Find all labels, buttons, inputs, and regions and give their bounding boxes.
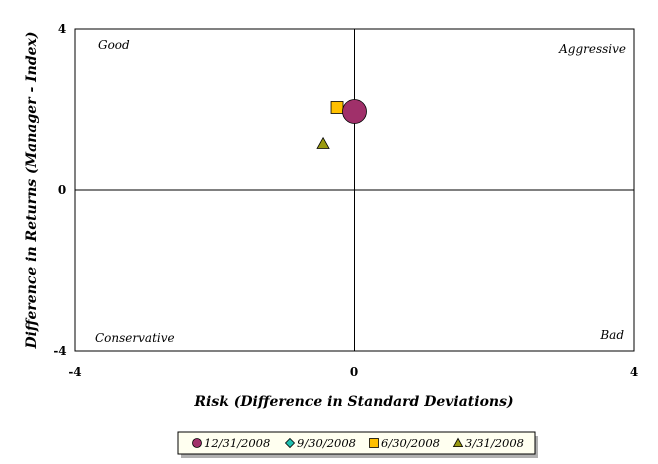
data-markers — [316, 99, 367, 149]
legend-symbol-square — [369, 438, 379, 448]
legend-box — [177, 431, 536, 455]
x-tick-right: 4 — [630, 365, 638, 379]
quadrant-label-conservative: Conservative — [95, 331, 175, 345]
x-tick-left: -4 — [68, 365, 81, 379]
y-tick-mid: 0 — [58, 183, 66, 197]
legend-symbol-circle — [192, 438, 202, 448]
legend-item-9-30-2008: 9/30/2008 — [284, 436, 356, 450]
quadrant-label-bad: Bad — [599, 328, 624, 342]
x-axis-title: Risk (Difference in Standard Deviations) — [193, 394, 513, 410]
legend-items: 12/31/2008 9/30/2008 6/30/2008 3/31/2008 — [192, 436, 524, 450]
y-tick-top: 4 — [58, 22, 66, 36]
legend-item-6-30-2008: 6/30/2008 — [369, 436, 440, 450]
legend-symbol-triangle — [452, 437, 464, 448]
legend-symbol-diamond — [284, 437, 296, 449]
point-12-31-2008 — [342, 99, 367, 124]
point-3-31-2008 — [316, 136, 330, 149]
point-6-30-2008 — [330, 101, 344, 114]
quadrant-label-good: Good — [98, 38, 130, 52]
legend-label: 9/30/2008 — [297, 436, 356, 450]
x-tick-mid: 0 — [350, 365, 358, 379]
legend-item-12-31-2008: 12/31/2008 — [192, 436, 270, 450]
y-axis-title: Difference in Returns (Manager - Index) — [24, 31, 40, 349]
quadrant-label-aggressive: Aggressive — [558, 42, 626, 56]
y-tick-bottom: -4 — [53, 344, 66, 358]
legend-label: 12/31/2008 — [204, 436, 270, 450]
legend: 12/31/2008 9/30/2008 6/30/2008 3/31/2008 — [177, 431, 538, 458]
legend-label: 6/30/2008 — [381, 436, 440, 450]
legend-label: 3/31/2008 — [465, 436, 524, 450]
legend-item-3-31-2008: 3/31/2008 — [452, 436, 524, 450]
